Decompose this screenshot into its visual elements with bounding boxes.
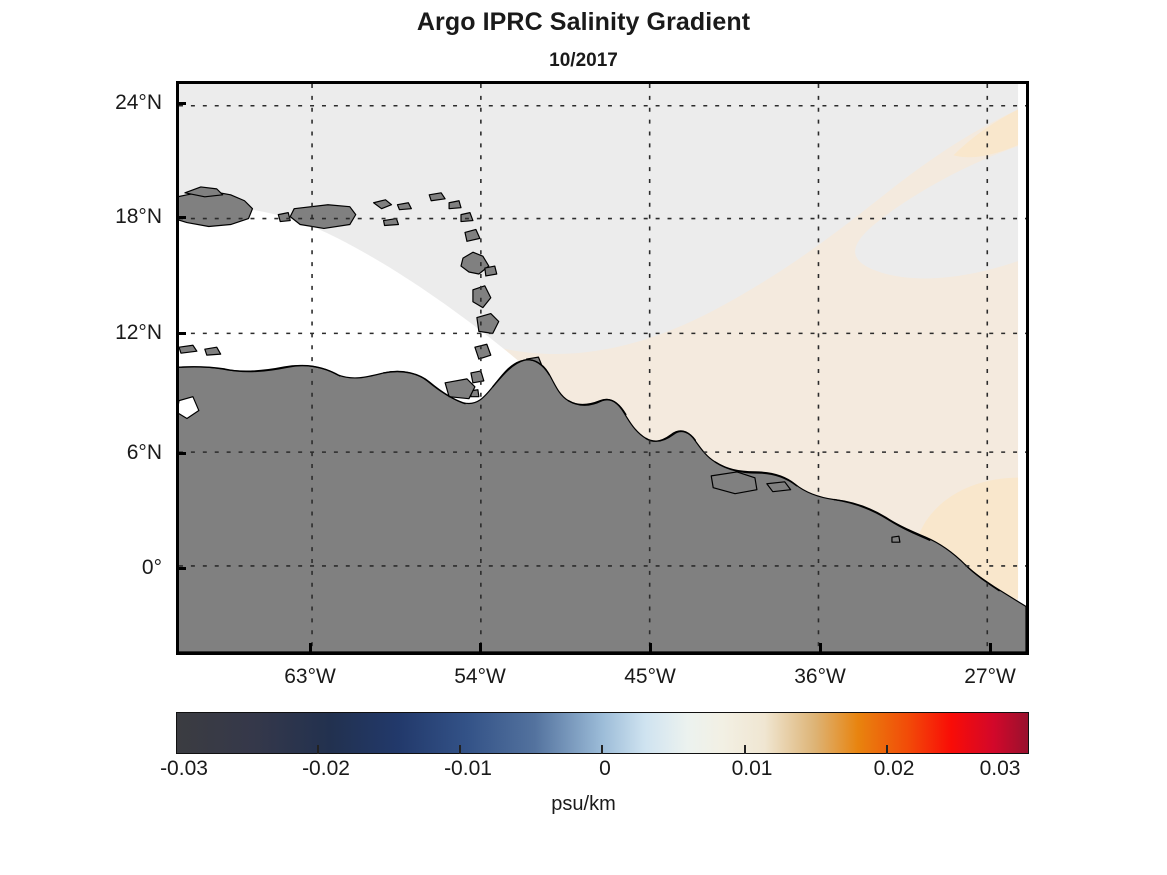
- y-tick-mark: [177, 102, 186, 105]
- colorbar-tick-label: 0: [599, 757, 611, 780]
- x-axis-tick-label: 45°W: [624, 665, 676, 688]
- colorbar-axis-label: psu/km: [551, 793, 616, 815]
- colorbar-tick: [601, 745, 603, 754]
- colorbar-tick: [744, 745, 746, 754]
- x-tick-mark: [479, 643, 482, 652]
- x-axis-tick-label: 36°W: [794, 665, 846, 688]
- colorbar-tick-label: 0.01: [731, 757, 773, 780]
- y-tick-mark: [177, 332, 186, 335]
- page-title: Argo IPRC Salinity Gradient: [416, 8, 751, 36]
- x-tick-mark: [989, 643, 992, 652]
- y-axis-tick-label: 12°N: [115, 321, 162, 344]
- x-axis-tick-label: 27°W: [964, 665, 1016, 688]
- colorbar-tick: [317, 745, 319, 754]
- y-axis-tick-label: 18°N: [115, 205, 162, 228]
- y-tick-mark: [177, 216, 186, 219]
- y-axis-tick-label: 24°N: [115, 91, 162, 114]
- x-tick-mark: [309, 643, 312, 652]
- figure-subtitle: 10/2017: [549, 50, 618, 71]
- y-tick-mark: [177, 567, 186, 570]
- x-tick-mark: [819, 643, 822, 652]
- colorbar-tick-label: -0.02: [302, 757, 350, 780]
- colorbar-tick: [886, 745, 888, 754]
- x-axis-tick-label: 54°W: [454, 665, 506, 688]
- y-tick-mark: [177, 452, 186, 455]
- salinity-gradient-field: [179, 84, 1026, 652]
- colorbar-tick: [459, 745, 461, 754]
- x-axis-tick-label: 63°W: [284, 665, 336, 688]
- colorbar-tick-label: -0.03: [160, 757, 208, 780]
- map-plot-area[interactable]: [176, 81, 1029, 655]
- colorbar-tick-label: -0.01: [444, 757, 492, 780]
- x-tick-mark: [649, 643, 652, 652]
- colorbar-tick-label: 0.02: [873, 757, 915, 780]
- y-axis-tick-label: 6°N: [126, 441, 162, 464]
- y-axis-tick-label: 0°: [141, 556, 162, 579]
- colorbar-tick-label: 0.03: [979, 757, 1021, 780]
- colorbar[interactable]: [176, 712, 1029, 754]
